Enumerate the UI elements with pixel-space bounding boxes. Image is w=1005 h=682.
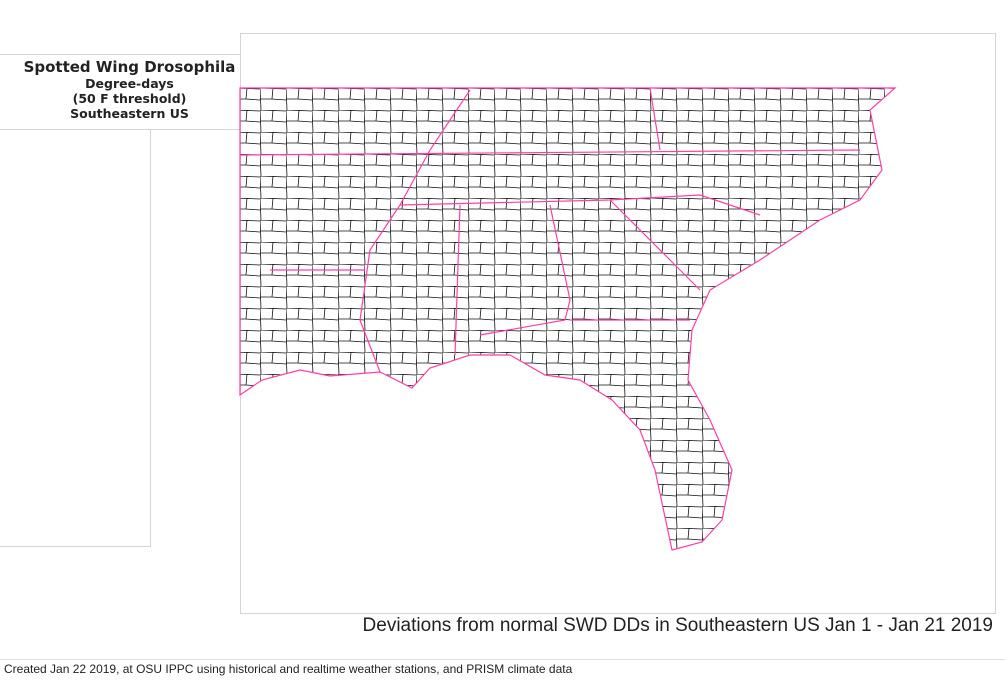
map-caption: Deviations from normal SWD DDs in Southe…: [362, 615, 993, 636]
map-subtitle-threshold: (50 F threshold): [72, 91, 187, 106]
counties-layer: [240, 88, 895, 550]
map-title-box: Spotted Wing Drosophila Degree-days (50 …: [0, 54, 252, 130]
footer-divider: [0, 659, 1005, 660]
legend-panel: [0, 54, 151, 547]
footer-credit: Created Jan 22 2019, at OSU IPPC using h…: [4, 662, 573, 676]
map-title: Spotted Wing Drosophila: [23, 58, 236, 76]
map-subtitle-units: Degree-days: [85, 76, 174, 91]
map-subtitle-region: Southeastern US: [70, 106, 189, 121]
state-borders: [239, 87, 896, 551]
